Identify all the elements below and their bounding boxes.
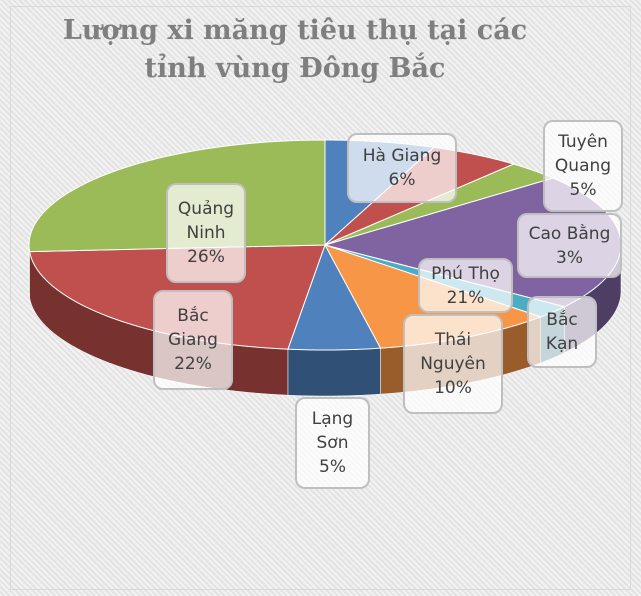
data-label: Thái Nguyên 10%: [403, 314, 503, 414]
label-value: 21%: [446, 287, 485, 308]
label-name: Bắc Giang: [168, 306, 218, 350]
slice-side: [287, 347, 381, 397]
data-label: Bắc Kạn: [527, 296, 597, 368]
data-label: Hà Giang 6%: [347, 133, 457, 203]
label-name: Lạng Sơn: [311, 409, 354, 453]
label-name: Tuyên Quang: [554, 132, 612, 176]
data-label: Phú Thọ 21%: [418, 258, 513, 313]
data-label: Quảng Ninh 26%: [166, 183, 246, 283]
label-name: Phú Thọ: [431, 263, 500, 284]
label-value: 5%: [569, 180, 597, 200]
label-value: 3%: [556, 247, 583, 268]
label-value: 10%: [434, 378, 472, 398]
label-value: 5%: [319, 457, 346, 477]
label-name: Bắc Kạn: [545, 310, 579, 354]
label-value: 6%: [388, 170, 416, 190]
label-name: Hà Giang: [362, 146, 442, 166]
label-value: 22%: [174, 354, 212, 374]
data-label: Tuyên Quang 5%: [543, 120, 623, 212]
label-name: Quảng Ninh: [177, 199, 235, 243]
label-name: Cao Bằng: [528, 223, 611, 244]
chart-frame: [10, 6, 631, 590]
label-value: 26%: [187, 247, 225, 267]
label-name: Thái Nguyên: [420, 330, 486, 374]
chart-title: Lượng xi măng tiêu thụ tại các tỉnh vùng…: [62, 15, 528, 84]
data-label: Lạng Sơn 5%: [295, 397, 370, 489]
data-label: Cao Bằng 3%: [517, 213, 622, 278]
data-label: Bắc Giang 22%: [153, 290, 233, 390]
slice: [287, 243, 382, 351]
